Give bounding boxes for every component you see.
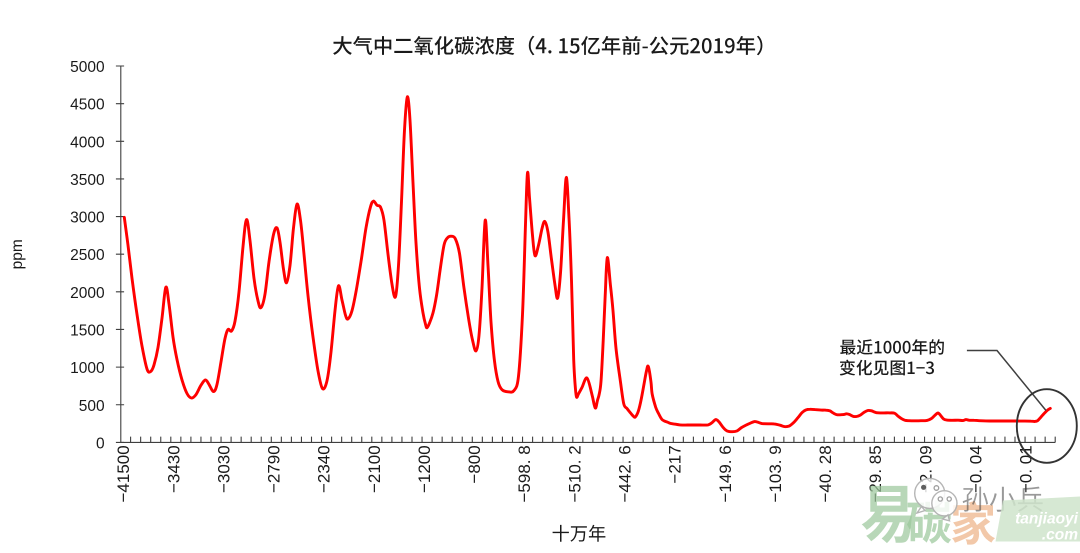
svg-text:−217: −217	[666, 445, 685, 483]
svg-text:tanjiaoyi: tanjiaoyi	[1015, 511, 1079, 528]
svg-text:−0. 04: −0. 04	[966, 445, 985, 493]
svg-text:4000: 4000	[70, 134, 105, 151]
svg-text:−598. 8: −598. 8	[515, 445, 534, 502]
svg-text:3000: 3000	[70, 210, 105, 227]
svg-text:−103. 9: −103. 9	[766, 445, 785, 502]
svg-text:−442. 6: −442. 6	[616, 445, 635, 502]
svg-text:500: 500	[79, 398, 105, 415]
svg-text:5000: 5000	[70, 59, 105, 76]
svg-text:−3030: −3030	[215, 445, 234, 493]
svg-text:2000: 2000	[70, 285, 105, 302]
svg-text:1000: 1000	[70, 360, 105, 377]
svg-text:−3430: −3430	[164, 445, 183, 493]
svg-text:−800: −800	[465, 445, 484, 483]
svg-text:−2790: −2790	[265, 445, 284, 493]
svg-text:.com: .com	[1042, 527, 1078, 544]
svg-text:1500: 1500	[70, 323, 105, 340]
svg-text:2500: 2500	[70, 247, 105, 264]
svg-text:−510. 2: −510. 2	[565, 445, 584, 502]
svg-text:3500: 3500	[70, 172, 105, 189]
svg-text:−2100: −2100	[365, 445, 384, 493]
svg-text:4500: 4500	[70, 97, 105, 114]
svg-text:ppm: ppm	[9, 239, 26, 269]
svg-text:−40. 28: −40. 28	[816, 445, 835, 502]
svg-text:0: 0	[96, 435, 105, 452]
svg-text:−2340: −2340	[315, 445, 334, 493]
svg-text:−1200: −1200	[415, 445, 434, 493]
svg-text:−149. 6: −149. 6	[716, 445, 735, 502]
svg-text:−41500: −41500	[114, 445, 133, 502]
